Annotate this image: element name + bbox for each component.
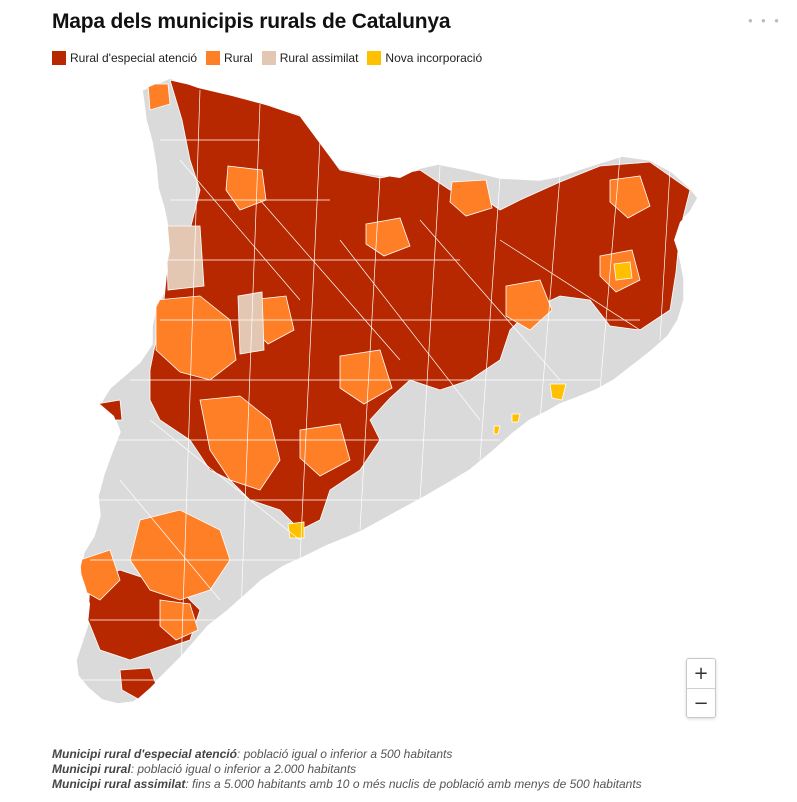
legend-swatch [206,51,221,65]
note-text: : fins a 5.000 habitants amb 10 o més nu… [185,777,642,791]
zoom-in-button[interactable]: + [687,659,715,689]
region-rural-central2[interactable] [339,349,393,405]
map-title: Mapa dels municipis rurals de Catalunya [52,10,451,33]
legend-swatch [367,51,382,65]
legend-swatch [52,51,66,65]
legend-swatch [261,51,276,65]
region-rural-central3[interactable] [299,423,351,477]
region-rural-girona[interactable] [609,175,651,219]
note-text: : població igual o inferior a 2.000 habi… [130,762,357,776]
catalonia-map[interactable] [0,60,797,740]
region-nova-incorporacio-1[interactable] [613,261,633,281]
note-text: : població igual o inferior a 500 habita… [236,747,453,761]
region-rural-center[interactable] [199,395,281,491]
region-rural-north1[interactable] [225,165,267,211]
legend-label: Rural d'especial atenció [70,51,198,65]
legend: Rural d'especial atenció Rural Rural ass… [52,51,491,65]
note-especial-atencio: Municipi rural d'especial atenció: pobla… [52,747,642,762]
legend-item-rural-assimilat: Rural assimilat [261,51,359,65]
region-rural-assimilat-1[interactable] [165,225,205,291]
note-rural-assimilat: Municipi rural assimilat: fins a 5.000 h… [52,777,642,792]
region-nova-incorporacio-2[interactable] [549,383,567,401]
note-term: Municipi rural d'especial atenció [52,747,237,761]
legend-item-nova-incorporacio: Nova incorporació [367,51,482,65]
region-rural-assimilat-2[interactable] [237,291,265,355]
region-rural-northeast[interactable] [449,179,493,217]
legend-label: Nova incorporació [385,51,483,65]
note-term: Municipi rural [52,762,131,776]
note-rural: Municipi rural: població igual o inferio… [52,762,642,777]
definitions-notes: Municipi rural d'especial atenció: pobla… [52,747,642,792]
legend-item-rural: Rural [206,51,253,65]
decorative-dots: ● ● ● [748,16,782,25]
region-nova-incorporacio-5[interactable] [493,425,501,435]
zoom-control: + − [686,658,716,718]
region-rural-west[interactable] [155,295,237,381]
legend-label: Rural [224,51,253,65]
region-especial-atencio-pyrenees[interactable] [149,79,691,531]
municipal-borders [80,89,671,701]
region-rural-south[interactable] [129,509,231,601]
legend-item-especial-atencio: Rural d'especial atenció [52,51,197,65]
legend-label: Rural assimilat [279,51,359,65]
region-rural-vallaran[interactable] [147,83,171,111]
zoom-out-button[interactable]: − [693,693,709,714]
note-term: Municipi rural assimilat [52,777,186,791]
region-nova-incorporacio-4[interactable] [511,413,521,423]
